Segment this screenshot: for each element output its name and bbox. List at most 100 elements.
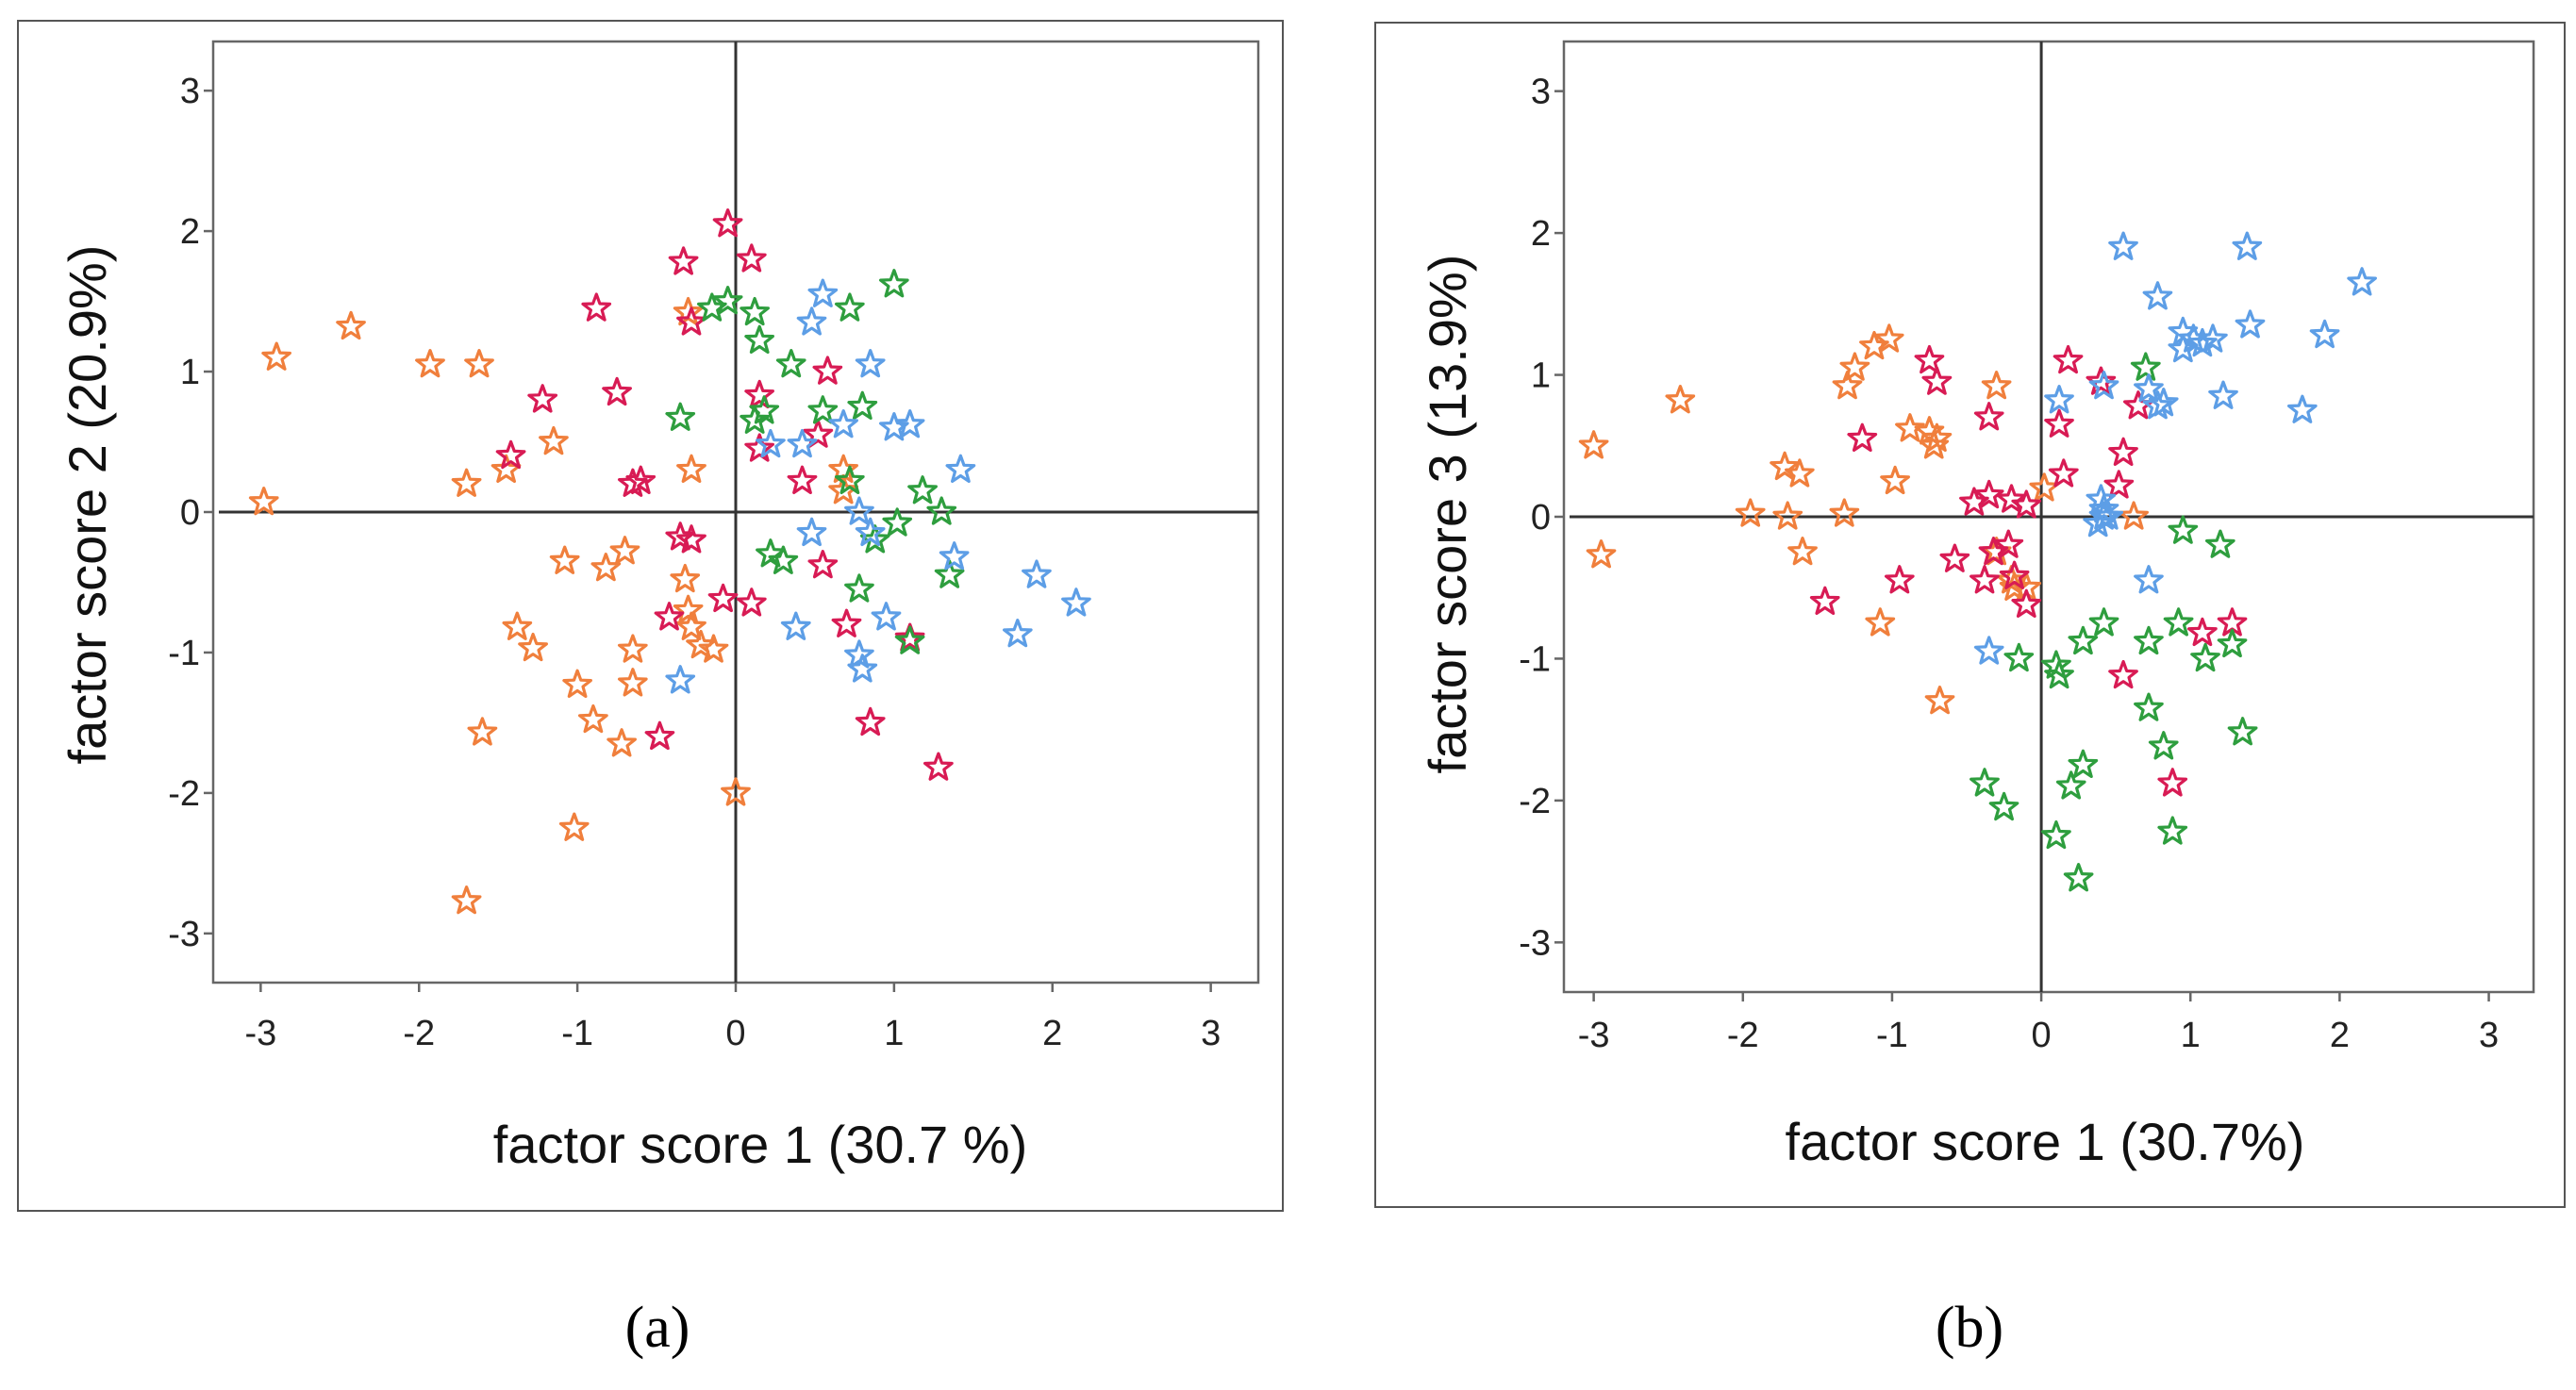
- panel-b-blue-star-icon-12: [2287, 394, 2318, 423]
- panel-a-blue-star-icon-4: [787, 428, 818, 458]
- panel-a-y-tick-label--2: -2: [168, 774, 200, 814]
- panel-a-y-tick-label-1: 1: [180, 353, 200, 392]
- panel-b-orange-star-icon-14: [1895, 413, 1925, 442]
- panel-b-x-tick-label-3: 3: [2479, 1016, 2499, 1055]
- panel-b-red-star-icon-4: [1973, 402, 2004, 431]
- panel-a-orange-star-icon-4: [464, 349, 494, 378]
- panel-b-blue-star-icon-21: [2083, 507, 2114, 538]
- panel-a-blue-star-icon-16: [780, 611, 811, 640]
- panel-a-green-star-icon-9: [807, 395, 839, 424]
- panel-b-red-star-icon-23: [2108, 659, 2138, 689]
- panel-a-red-star-icon-16: [803, 419, 834, 448]
- panel-a-blue-star-icon-19: [847, 654, 878, 683]
- panel-a-red-star-icon-19: [736, 587, 767, 617]
- panel-a-red-star-icon-15: [812, 356, 843, 385]
- panel-b-green-star-icon-2: [2205, 529, 2235, 558]
- panel-a-orange-star-icon-14: [562, 669, 592, 698]
- panel-a-y-tick-label--3: -3: [168, 915, 200, 954]
- panel-a-green-star-icon-5: [835, 292, 865, 322]
- panel-a-orange-star-icon-0: [248, 487, 279, 516]
- panel-b-green-star-icon-4: [2068, 625, 2099, 655]
- panel-a-red-star-icon-20: [707, 583, 739, 613]
- panel-a-blue-star-icon-1: [796, 306, 827, 336]
- panel-a-blue-star-icon-10: [796, 517, 827, 547]
- panel-b-green-star-icon-13: [2227, 717, 2258, 746]
- panel-b-blue-star-icon-17: [2088, 371, 2119, 400]
- panel-b-green-star-icon-7: [2190, 642, 2220, 672]
- panel-a-orange-star-icon-2: [336, 310, 366, 340]
- panel-a-orange-star-icon-16: [618, 668, 648, 697]
- panel-a-orange-star-icon-12: [609, 536, 640, 565]
- panel-a-green-star-icon-11: [665, 402, 696, 431]
- panel-a-blue-star-icon-3: [828, 409, 858, 439]
- panel-a-red-star-icon-7: [495, 439, 526, 470]
- panel-a-orange-star-icon-17: [607, 728, 637, 757]
- panel-a-blue-star-icon-7: [894, 409, 925, 439]
- panel-b-red-star-icon-26: [2157, 768, 2188, 797]
- panel-b-x-tick-label-2: 2: [2330, 1016, 2350, 1055]
- panel-a-red-star-icon-13: [744, 433, 774, 462]
- panel-b-blue-star-icon-3: [2142, 281, 2173, 310]
- panel-b-ticks: -3 -2 -1 0 1 2 3 3 2 1 0 -1 -2 -3: [1519, 73, 2499, 1055]
- panel-a-orange-star-icon-25: [698, 634, 729, 663]
- panel-b-green-star-icon-16: [2055, 770, 2086, 800]
- panel-a-red-star-icon-11: [676, 524, 706, 554]
- panel-a-orange-star-icon-20: [451, 885, 482, 915]
- panel-a-red-star-icon-4: [676, 306, 706, 336]
- panel-b-red-star-icon-5: [2044, 408, 2074, 438]
- panel-b-green-star-icon-17: [1969, 768, 2000, 797]
- panel-b-red-star-icon-15: [1809, 586, 1840, 615]
- panel-b-green-star-icon-8: [2217, 628, 2248, 658]
- panel-a: -3 -2 -1 0 1 2 3 3 2 1 0 -1 -2 -3 factor score 1 (30.…: [17, 20, 1284, 1360]
- panel-a-red-star-icon-21: [807, 550, 839, 579]
- panel-a-frame: [17, 20, 1284, 1212]
- panel-a-y-tick-label-0: 0: [180, 493, 200, 533]
- panel-b-red-star-icon-24: [2187, 617, 2218, 647]
- panel-b-green-star-icon-3: [2088, 607, 2119, 637]
- panel-b-orange-star-icon-6: [1772, 501, 1803, 530]
- panel-b-x-tick-label--1: -1: [1876, 1016, 1908, 1055]
- panel-a-x-tick-label--2: -2: [403, 1014, 435, 1053]
- panel-b-green-star-icon-20: [2157, 816, 2188, 845]
- panel-b-red-star-icon-21: [1999, 560, 2030, 589]
- panel-b-blue-star-icon-16: [2044, 385, 2074, 414]
- panel-a-green-star-icon-8: [749, 395, 780, 424]
- panel-a-orange-star-icon-18: [467, 717, 498, 746]
- panel-a-blue-star-icon-11: [855, 517, 886, 547]
- panel-b-green-star-icon-1: [2168, 515, 2199, 544]
- panel-a-blue-star-icon-14: [1061, 587, 1091, 617]
- panel-b-orange-star-icon-12: [1873, 323, 1904, 353]
- panel-b-zero-lines: [1570, 41, 2534, 992]
- panel-b: -3 -2 -1 0 1 2 3 3 2 1 0 -1 -2 -3 factor score 1 (30.…: [1374, 22, 2566, 1360]
- panel-b-orange-star-icon-23: [1999, 571, 2030, 601]
- panel-b-red-star-icon-20: [1993, 529, 2024, 558]
- panel-b-caption: (b): [1936, 1296, 2003, 1360]
- panel-a-orange-star-icon-21: [670, 563, 701, 593]
- panel-a-y-tick-label-3: 3: [180, 72, 200, 111]
- panel-b-orange-star-icon-5: [1785, 458, 1815, 488]
- panel-b-y-tick-label-0: 0: [1531, 498, 1551, 538]
- panel-b-x-tick-label--2: -2: [1727, 1016, 1759, 1055]
- panel-b-blue-star-icon-10: [2168, 333, 2199, 363]
- panel-a-green-star-icon-15: [882, 507, 913, 537]
- panel-a-orange-star-icon-30: [828, 475, 858, 505]
- panel-b-green-star-icon-19: [2041, 819, 2071, 850]
- panel-a-red-star-icon-5: [602, 376, 632, 406]
- panel-b-orange-star-icon-26: [2119, 501, 2149, 530]
- panel-a-green-star-icon-21: [894, 625, 925, 654]
- panel-b-green-star-icon-18: [1988, 791, 2019, 821]
- panel-b-orange-star-icon-19: [1924, 686, 1955, 715]
- panel-a-blue-star-icon-9: [844, 496, 874, 525]
- panel-a-red-star-icon-1: [736, 243, 767, 273]
- panel-b-green-star-icon-14: [2148, 731, 2179, 760]
- panel-a-green-star-icon-20: [844, 573, 874, 603]
- panel-b-y-tick-label-1: 1: [1531, 356, 1551, 396]
- panel-b-y-tick-label-3: 3: [1531, 73, 1551, 112]
- panel-b-green-star-icon-6: [2163, 607, 2194, 637]
- panel-b-blue-star-icon-5: [2309, 319, 2340, 349]
- panel-b-blue-star-icon-13: [2134, 373, 2164, 403]
- panel-a-blue-star-icon-0: [807, 278, 839, 307]
- panel-b-red-star-icon-10: [1973, 479, 2004, 509]
